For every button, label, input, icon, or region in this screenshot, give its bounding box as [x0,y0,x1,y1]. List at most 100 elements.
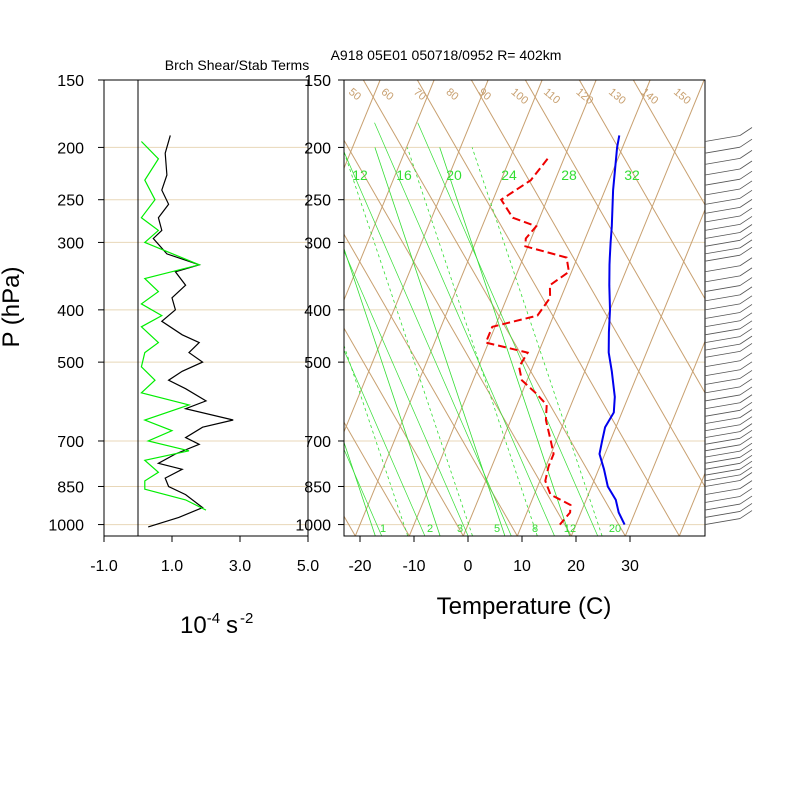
wind-barb [704,295,753,311]
left-y-tick-label: 700 [57,434,84,451]
skew-t-dewpoint-line [484,158,572,526]
wind-barb-flag [739,304,753,313]
skew-t-y-tick-label: 1000 [295,518,331,535]
skew-t-mixing-ratio-label: 16 [396,167,412,183]
skew-t-dry-adiabat-line [344,139,572,536]
wind-barb-staff [704,378,741,385]
wind-barb-staff [704,206,741,214]
skew-t-y-tick-label: 700 [304,434,331,451]
wind-barb [704,239,753,255]
wind-barb-flag [739,409,753,418]
wind-barb-staff [704,157,741,165]
wind-barb [704,436,753,452]
skew-t-dry-adiabat-line [362,80,626,536]
skew-t-moist-line [115,123,295,536]
wind-barb-flag [739,480,753,489]
skew-t-y-tick-label: 150 [304,73,331,90]
wind-barb-staff [704,462,741,470]
wind-barb [704,224,753,239]
wind-barb-staff [704,247,741,255]
skew-t-isotherm-line [570,208,705,536]
left-y-tick-label: 1000 [48,518,84,535]
left-y-tick-label: 500 [57,355,84,372]
wind-barb-staff [704,394,741,402]
skew-t-isotherm-line [354,80,543,536]
skew-t-isotherm-line [139,80,326,536]
skew-t-theta-label: 150 [671,86,693,107]
wind-barb-flag [739,466,753,476]
skew-t-x-tick-label: 30 [621,558,639,575]
skew-t-dry-adiabat-line [344,421,410,536]
wind-barb [704,304,753,319]
skew-t-x-ticks: -20 -10 0 10 20 30 [348,536,639,575]
wind-barb-staff [704,511,741,518]
wind-barb-staff [704,437,741,445]
wind-barb-flag [739,352,753,362]
wind-barb [704,160,753,176]
skew-t-isotherm-line [462,80,651,536]
skew-t-moist-line [344,349,426,536]
wind-barb [704,394,753,410]
skew-t-dry-adiabat-line [0,66,247,536]
wind-barb-staff [704,312,741,319]
wind-barb-flag [739,386,753,396]
wind-barb [704,231,753,247]
wind-barb [704,460,753,476]
skew-t-dry-adiabat-line [344,515,356,536]
skew-t-theta-label: 110 [541,86,562,106]
skew-t-mixing-ratio-line [471,147,603,536]
wind-barb [704,510,753,525]
skew-t-theta-label: 60 [379,86,396,103]
skew-t-y-tick-label: 250 [304,193,331,210]
wind-barb-column [704,127,753,525]
wind-barb-staff [704,474,741,482]
wind-barb-flag [739,150,753,159]
wind-barb-staff [704,275,741,283]
wind-barb [704,150,753,165]
wind-barb-flag [739,138,753,148]
wind-barb [704,207,753,223]
skew-t-moist-line [344,448,383,536]
wind-barb [704,378,753,394]
wind-barb-staff [704,456,741,464]
skew-t-moist-line [417,122,599,536]
wind-barb [704,401,753,417]
wind-barb-staff [704,386,741,394]
wind-barb-staff [704,450,741,458]
wind-barb-flag [739,312,753,322]
wind-barb-flag [739,394,753,404]
skew-t-x-tick-label: -20 [348,558,371,575]
left-x-axis-label: 10-4 s -2 [180,610,253,639]
wind-barb-flag [739,472,753,481]
left-x-tick-label: 3.0 [229,558,251,575]
wind-barb-staff [704,135,741,142]
wind-barb [704,320,753,336]
wind-barb [704,267,753,283]
wind-barb-flag [739,460,753,470]
wind-barb [704,454,753,470]
skew-t-x-axis-label: Temperature (C) [437,593,612,620]
wind-barb [704,138,753,154]
left-y-tick-label: 150 [57,73,84,90]
wind-barb-flag [739,190,753,199]
left-y-tick-label: 300 [57,235,84,252]
wind-barb [704,361,753,377]
skew-t-dry-adiabat-line [632,80,705,206]
wind-barb-flag [739,127,753,136]
skew-t-isotherm-line [678,471,705,536]
wind-barb-flag [739,207,753,217]
wind-barb-flag [739,231,753,241]
wind-barb [704,442,753,458]
skew-t-theta-label: 50 [346,86,363,103]
left-chart-title: Brch Shear/Stab Terms [165,57,309,73]
skew-t-y-tick-label: 400 [304,303,331,320]
skew-t-y-tick-label: 850 [304,479,331,496]
wind-barb-flag [739,257,753,267]
wind-barb-flag [739,503,753,512]
skew-t-bottom-mixing-label: 12 [564,523,576,535]
wind-barb-staff [704,254,741,262]
wind-barb-staff [704,265,741,273]
wind-barb-staff [704,402,741,410]
wind-barb-staff [704,468,741,476]
wind-barb [704,127,753,142]
